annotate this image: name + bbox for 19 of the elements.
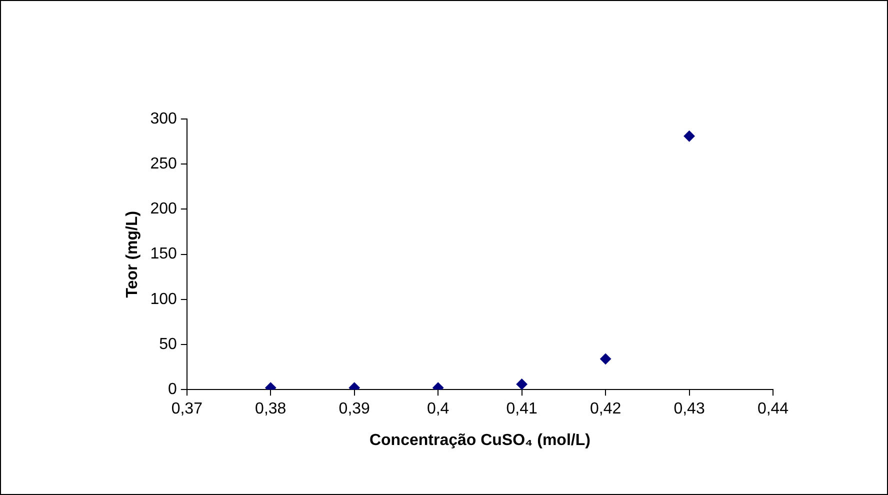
x-tick-label: 0,39 [338, 400, 370, 418]
y-tick-label: 50 [159, 336, 177, 353]
x-tick-label: 0,43 [674, 400, 705, 418]
x-tick-label: 0,44 [757, 400, 789, 418]
point [600, 353, 612, 364]
x-axis-title: Concentração CuSO₄ (mol/L) [369, 432, 590, 449]
y-tick-label: 150 [150, 246, 177, 263]
y-tick-label: 200 [150, 200, 177, 218]
y-tick-label: 100 [150, 290, 177, 308]
x-tick-label: 0,38 [255, 400, 286, 418]
y-axis-title: Teor (mg/L) [124, 210, 142, 298]
y-tick-label: 300 [150, 110, 177, 128]
x-tick-label: 0,41 [506, 400, 538, 418]
point [684, 130, 695, 142]
y-tick-label: 0 [168, 381, 177, 398]
x-tick-label: 0,42 [590, 400, 622, 418]
y-tick-label: 250 [150, 156, 177, 173]
x-tick-label: 0,37 [171, 400, 203, 418]
x-tick-label: 0,4 [426, 400, 450, 418]
